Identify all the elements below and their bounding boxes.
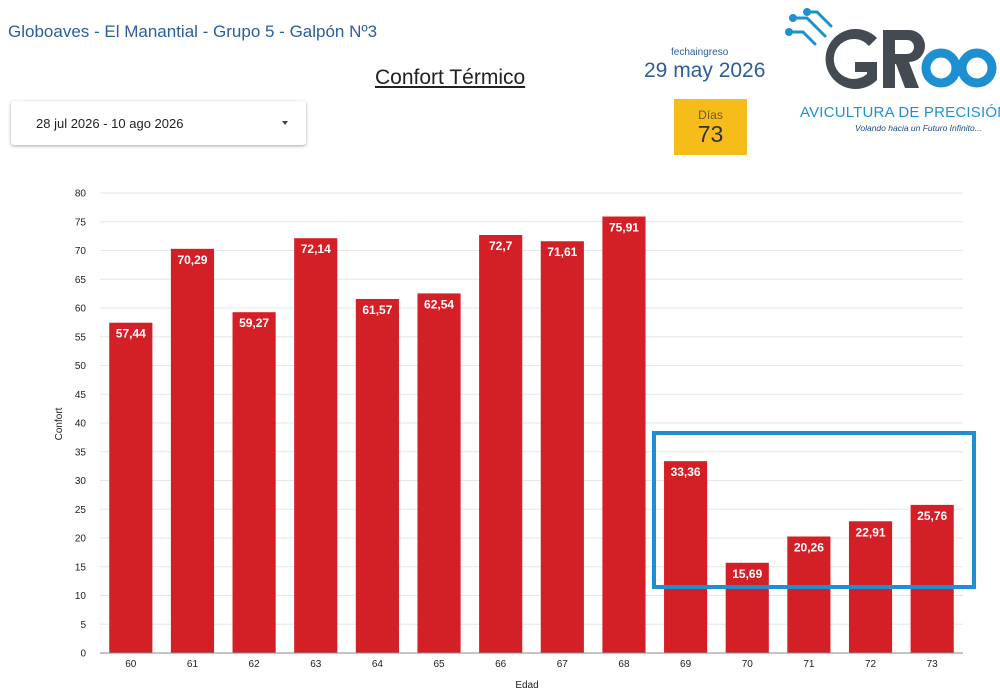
bar-value-label: 61,57 — [362, 303, 392, 317]
bar[interactable] — [232, 312, 276, 653]
bar-value-label: 70,29 — [177, 253, 207, 267]
bar-value-label: 71,61 — [547, 245, 577, 259]
y-tick-label: 70 — [75, 246, 87, 257]
y-tick-label: 65 — [75, 275, 87, 286]
x-tick-label: 67 — [557, 659, 569, 670]
y-tick-label: 5 — [80, 620, 86, 631]
x-tick-label: 71 — [803, 659, 815, 670]
bar-value-label: 59,27 — [239, 316, 269, 330]
bar[interactable] — [479, 234, 523, 653]
bar-value-label: 22,91 — [856, 525, 886, 539]
y-tick-label: 25 — [75, 505, 87, 516]
bar[interactable] — [725, 562, 769, 653]
y-tick-label: 60 — [75, 304, 87, 315]
y-tick-label: 20 — [75, 534, 87, 545]
bar-value-label: 72,7 — [489, 239, 513, 253]
bar-value-label: 15,69 — [732, 567, 762, 581]
data-labels: 57,44 70,29 59,27 72,14 61,57 62,54 72,7 71,61 7… — [116, 221, 948, 581]
x-tick-label: 65 — [433, 659, 445, 670]
x-tick-label: 64 — [372, 659, 384, 670]
dias-scorecard: Días 73 — [674, 99, 747, 155]
y-tick-label: 10 — [75, 591, 87, 602]
x-tick-label: 60 — [125, 659, 137, 670]
bar-value-label: 20,26 — [794, 541, 824, 555]
fecha-ingreso-label: fechaingreso — [671, 47, 729, 58]
bar-value-label: 57,44 — [116, 327, 146, 341]
x-tick-label: 70 — [742, 659, 754, 670]
x-tick-label: 63 — [310, 659, 322, 670]
dias-value: 73 — [697, 121, 724, 147]
bar-value-label: 72,14 — [301, 242, 331, 256]
y-tick-label: 15 — [75, 562, 87, 573]
bar[interactable] — [664, 461, 708, 653]
y-tick-label: 50 — [75, 361, 87, 372]
bar[interactable] — [355, 298, 399, 653]
dias-label: Días — [698, 108, 723, 122]
y-axis-ticks: 0 5 10 15 20 25 30 35 40 45 50 55 60 65 70 75 80 — [75, 189, 87, 660]
bar-value-label: 62,54 — [424, 297, 454, 311]
x-tick-label: 61 — [187, 659, 199, 670]
y-tick-label: 30 — [75, 476, 87, 487]
date-range-value: 28 jul 2026 - 10 ago 2026 — [36, 115, 184, 131]
logo-graphic-icon — [785, 8, 997, 89]
highlight-box — [652, 431, 976, 589]
bar[interactable] — [170, 248, 215, 653]
bar[interactable] — [787, 536, 831, 653]
y-tick-label: 75 — [75, 217, 87, 228]
x-tick-label: 66 — [495, 659, 507, 670]
logo-slogan: Volando hacia un Futuro Infinito... — [855, 123, 982, 133]
x-tick-label: 73 — [927, 659, 939, 670]
y-tick-label: 0 — [80, 649, 86, 660]
y-tick-label: 40 — [75, 419, 87, 430]
bar[interactable] — [602, 216, 646, 653]
y-tick-label: 80 — [75, 189, 87, 200]
bar[interactable] — [910, 504, 954, 653]
bar-value-label: 33,36 — [671, 465, 701, 479]
page-title: Confort Térmico — [375, 66, 526, 89]
x-tick-label: 72 — [865, 659, 877, 670]
x-axis-ticks: 60 61 62 63 64 65 66 67 68 69 70 71 72 73 — [125, 659, 938, 670]
y-axis-title: Confort — [54, 407, 65, 440]
bar-value-label: 25,76 — [917, 509, 947, 523]
bar[interactable] — [109, 322, 153, 653]
fecha-ingreso-value: 29 may 2026 — [644, 59, 766, 82]
bar[interactable] — [417, 293, 461, 653]
bar[interactable] — [540, 241, 584, 653]
y-tick-label: 55 — [75, 332, 87, 343]
company-logo: AVICULTURA DE PRECISIÓN Volando hacia un… — [785, 8, 1000, 136]
bar[interactable] — [294, 238, 338, 653]
x-tick-label: 62 — [249, 659, 261, 670]
x-tick-label: 69 — [680, 659, 692, 670]
date-range-dropdown[interactable]: 28 jul 2026 - 10 ago 2026 — [11, 101, 306, 145]
site-title: Globoaves - El Manantial - Grupo 5 - Gal… — [8, 22, 378, 41]
y-tick-label: 45 — [75, 390, 87, 401]
x-axis-title: Edad — [515, 680, 538, 691]
x-tick-label: 68 — [618, 659, 630, 670]
logo-tagline: AVICULTURA DE PRECISIÓN — [800, 104, 1000, 121]
bar-value-label: 75,91 — [609, 221, 639, 235]
caret-down-icon[interactable] — [282, 121, 288, 125]
y-tick-label: 35 — [75, 447, 87, 458]
